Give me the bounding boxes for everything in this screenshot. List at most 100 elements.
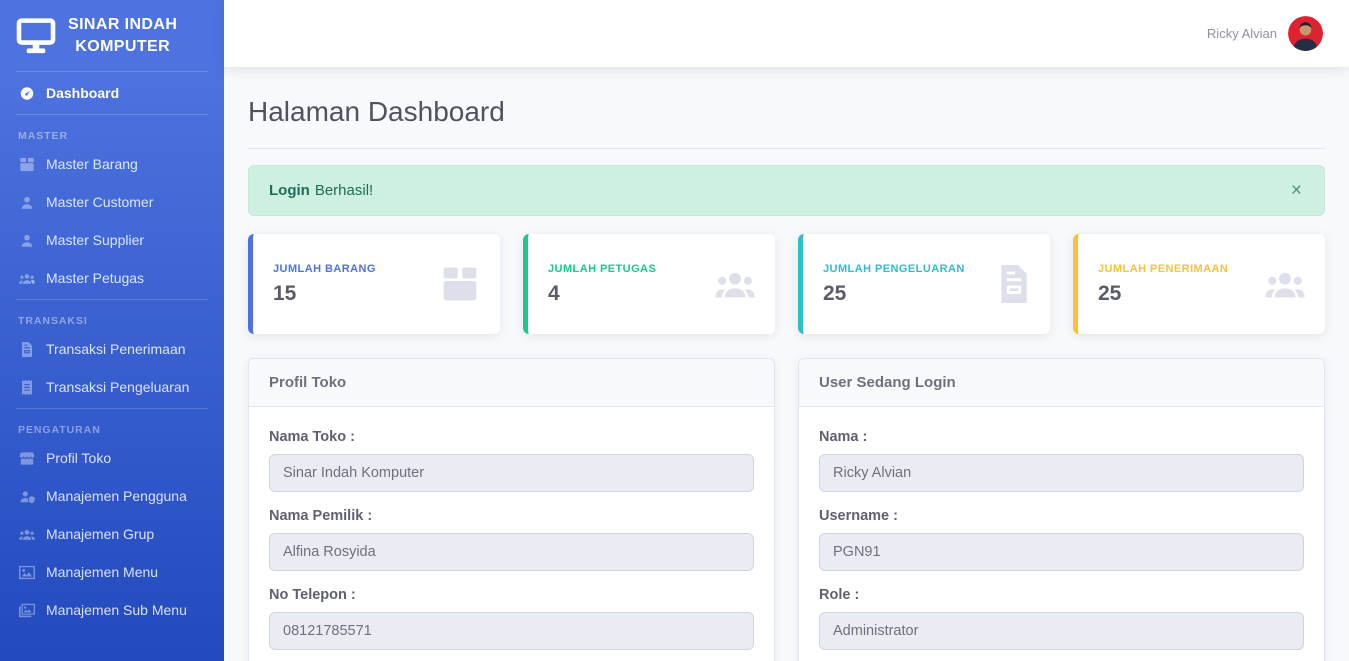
- sidebar-item-manajemen-grup[interactable]: Manajemen Grup: [0, 515, 224, 553]
- stat-cards-row: JUMLAH BARANG 15 JUMLAH PETUGAS 4 JUMLAH…: [248, 234, 1325, 334]
- stat-card-jumlah-barang: JUMLAH BARANG 15: [248, 234, 500, 334]
- form-group: No Telepon :: [269, 587, 754, 650]
- login-success-alert: Login Berhasil! ×: [248, 165, 1325, 216]
- field-label-no-telepon: No Telepon :: [269, 587, 356, 603]
- receipt-icon: [18, 380, 35, 395]
- panel-user-sedang-login: User Sedang Login Nama : Username : Role…: [798, 358, 1325, 661]
- sidebar-item-label: Manajemen Sub Menu: [46, 602, 187, 619]
- users-icon: [18, 527, 35, 542]
- tachometer-icon: [18, 86, 35, 101]
- stat-card-label: JUMLAH PENERIMAAN: [1098, 262, 1229, 275]
- user-dropdown-toggle[interactable]: Ricky Alvian: [1207, 16, 1323, 51]
- brand-name-line1: SINAR INDAH: [68, 16, 178, 33]
- field-label-nama-pemilik: Nama Pemilik :: [269, 508, 373, 524]
- store-icon: [18, 451, 35, 466]
- alert-message: Berhasil!: [314, 182, 374, 199]
- title-divider: [248, 148, 1325, 149]
- avatar: [1288, 16, 1323, 51]
- sidebar-divider: [16, 71, 208, 73]
- panel-title: Profil Toko: [249, 359, 774, 407]
- close-icon[interactable]: ×: [1290, 180, 1302, 201]
- sidebar-divider: [16, 299, 208, 301]
- form-group: Username :: [819, 508, 1304, 571]
- panels-row: Profil Toko Nama Toko : Nama Pemilik : N…: [248, 358, 1325, 661]
- sidebar-item-transaksi-penerimaan[interactable]: Transaksi Penerimaan: [0, 330, 224, 368]
- panel-body: Nama Toko : Nama Pemilik : No Telepon :: [249, 407, 774, 661]
- users-cog-icon: [18, 271, 35, 286]
- stat-card-value: 25: [1098, 281, 1122, 305]
- stat-card-jumlah-pengeluaran: JUMLAH PENGELUARAN 25: [798, 234, 1050, 334]
- sidebar-item-label: Transaksi Penerimaan: [46, 341, 186, 358]
- sidebar-item-label: Transaksi Pengeluaran: [46, 379, 190, 396]
- no-telepon-field[interactable]: [269, 612, 754, 650]
- stat-card-text: JUMLAH BARANG 15: [273, 263, 376, 306]
- sidebar-item-manajemen-sub-menu[interactable]: Manajemen Sub Menu: [0, 591, 224, 629]
- nama-pemilik-field[interactable]: [269, 533, 754, 571]
- stat-card-jumlah-petugas: JUMLAH PETUGAS 4: [523, 234, 775, 334]
- stat-card-text: JUMLAH PETUGAS 4: [548, 263, 656, 306]
- sidebar-item-label: Dashboard: [46, 85, 120, 102]
- stat-card-label: JUMLAH BARANG: [273, 262, 376, 275]
- stat-card-text: JUMLAH PENGELUARAN 25: [823, 263, 965, 306]
- topbar: Ricky Alvian: [224, 0, 1349, 67]
- sidebar-heading-transaksi: TRANSAKSI: [18, 315, 88, 328]
- field-label-nama: Nama :: [819, 429, 868, 445]
- role-field[interactable]: [819, 612, 1304, 650]
- sidebar-divider: [16, 114, 208, 116]
- brand-link[interactable]: SINAR INDAH KOMPUTER: [0, 0, 224, 69]
- sidebar: SINAR INDAH KOMPUTER Dashboard MASTER Ma…: [0, 0, 224, 661]
- topbar-user-name: Ricky Alvian: [1206, 26, 1277, 41]
- sidebar-item-master-supplier[interactable]: Master Supplier: [0, 221, 224, 259]
- sidebar-item-label: Master Barang: [46, 156, 138, 173]
- stat-card-label: JUMLAH PETUGAS: [548, 262, 657, 275]
- panel-profil-toko: Profil Toko Nama Toko : Nama Pemilik : N…: [248, 358, 775, 661]
- user-icon: [18, 233, 35, 248]
- user-shield-icon: [18, 489, 35, 504]
- sidebar-item-transaksi-pengeluaran[interactable]: Transaksi Pengeluaran: [0, 368, 224, 406]
- sidebar-heading-master: MASTER: [18, 130, 69, 143]
- box-icon: [440, 266, 480, 302]
- stat-card-text: JUMLAH PENERIMAAN 25: [1098, 263, 1228, 306]
- form-group: Nama Toko :: [269, 429, 754, 492]
- users-icon: [715, 266, 755, 302]
- sidebar-item-dashboard[interactable]: Dashboard: [0, 74, 224, 112]
- sidebar-item-label: Master Customer: [46, 194, 154, 211]
- form-group: Nama :: [819, 429, 1304, 492]
- sidebar-item-master-petugas[interactable]: Master Petugas: [0, 259, 224, 297]
- sidebar-item-manajemen-menu[interactable]: Manajemen Menu: [0, 553, 224, 591]
- desktop-icon: [16, 18, 56, 54]
- sidebar-item-label: Manajemen Menu: [46, 564, 159, 581]
- main-area: Ricky Alvian Halaman Dashboard Login Ber…: [224, 0, 1349, 661]
- stat-card-value: 4: [548, 281, 560, 305]
- sidebar-item-master-barang[interactable]: Master Barang: [0, 145, 224, 183]
- page-content: Halaman Dashboard Login Berhasil! × JUML…: [224, 67, 1349, 661]
- field-label-username: Username :: [819, 508, 898, 524]
- page-title: Halaman Dashboard: [248, 96, 505, 127]
- alert-title: Login: [269, 182, 310, 199]
- box-icon: [18, 157, 35, 172]
- sidebar-item-label: Manajemen Grup: [46, 526, 155, 543]
- sidebar-item-profil-toko[interactable]: Profil Toko: [0, 439, 224, 477]
- field-label-role: Role :: [819, 587, 860, 603]
- image-icon: [18, 565, 35, 580]
- users-icon: [1265, 266, 1305, 302]
- sidebar-divider: [16, 408, 208, 410]
- sidebar-item-label: Manajemen Pengguna: [46, 488, 187, 505]
- brand-name: SINAR INDAH KOMPUTER: [68, 14, 177, 57]
- sidebar-item-label: Master Petugas: [46, 270, 145, 287]
- username-field[interactable]: [819, 533, 1304, 571]
- sidebar-item-label: Master Supplier: [46, 232, 145, 249]
- field-label-nama-toko: Nama Toko :: [269, 429, 355, 445]
- file-invoice-icon: [18, 342, 35, 357]
- sidebar-heading-pengaturan: PENGATURAN: [18, 424, 101, 437]
- brand-name-line2: KOMPUTER: [75, 37, 171, 55]
- stat-card-value: 25: [823, 281, 847, 305]
- nama-field[interactable]: [819, 454, 1304, 492]
- form-group: Role :: [819, 587, 1304, 650]
- stat-card-jumlah-penerimaan: JUMLAH PENERIMAAN 25: [1073, 234, 1325, 334]
- sidebar-item-manajemen-pengguna[interactable]: Manajemen Pengguna: [0, 477, 224, 515]
- stat-card-value: 15: [273, 281, 297, 305]
- sidebar-item-master-customer[interactable]: Master Customer: [0, 183, 224, 221]
- user-icon: [18, 195, 35, 210]
- nama-toko-field[interactable]: [269, 454, 754, 492]
